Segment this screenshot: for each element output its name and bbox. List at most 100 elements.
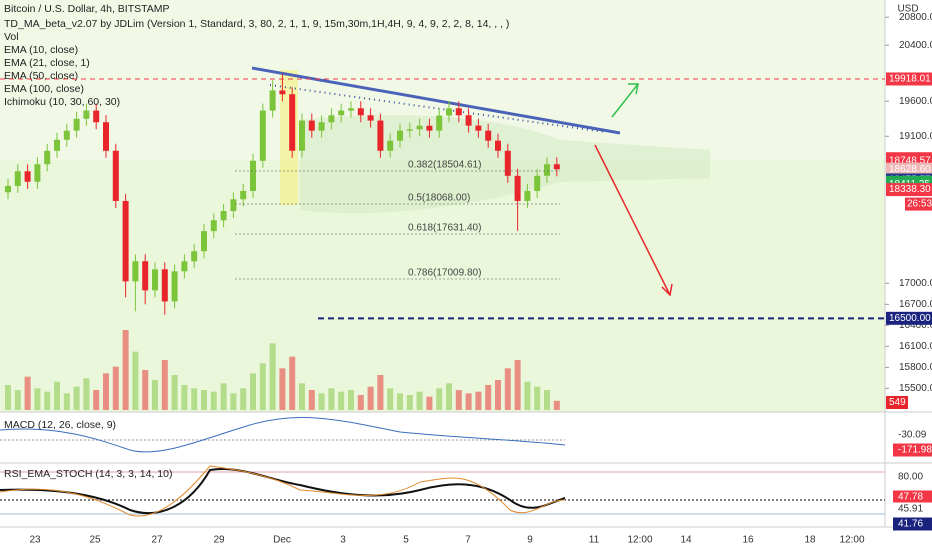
price-label: 18748.57 (889, 156, 931, 167)
candle-body (103, 122, 109, 151)
candle-body (553, 164, 560, 170)
candle-body (63, 130, 70, 140)
volume-bar (524, 381, 531, 410)
macd-line (0, 416, 566, 453)
candle-body (495, 140, 501, 151)
candle-body (338, 110, 345, 116)
candle-body (240, 190, 247, 200)
rsi-label-bg (893, 490, 932, 504)
candle-body (387, 140, 394, 151)
candle-body (289, 94, 296, 151)
volume-bar (34, 388, 41, 410)
countdown: 26:53 (907, 199, 932, 210)
volume-bar (103, 373, 109, 410)
candle-body (397, 130, 403, 141)
y-tick-label: 17000.00 (899, 278, 932, 289)
y-tick-label: 19100.00 (899, 131, 932, 142)
candle-body (161, 269, 168, 302)
legend-line: EMA (21, close, 1) (4, 57, 90, 69)
candle-body (73, 118, 80, 131)
arrow-up (611, 83, 639, 118)
price-label-bg (886, 311, 932, 325)
volume-bar (210, 391, 217, 410)
y-tick-label: 20800.00 (899, 12, 932, 23)
volume-bar (181, 385, 188, 410)
price-label: 16500.00 (889, 313, 931, 324)
volume-bar (514, 360, 521, 410)
candle-body (299, 120, 305, 151)
legend-line: Ichimoku (10, 30, 60, 30) (4, 96, 120, 108)
x-tick-label: 11 (589, 535, 600, 546)
rsi-label: 41.76 (898, 519, 923, 530)
legend-line: Vol (4, 31, 19, 43)
volume-bar (289, 356, 296, 410)
price-label-bg (886, 183, 932, 197)
currency: USD (897, 4, 918, 15)
macd-label-bg (893, 428, 932, 442)
y-tick-label: 19600.00 (899, 96, 932, 107)
volume-bar (544, 390, 550, 410)
volume-bar (259, 363, 266, 410)
volume-bar (54, 381, 60, 410)
price-label: 19918.01 (889, 74, 931, 85)
volume-bar (308, 390, 315, 410)
volume-bar (299, 383, 305, 410)
candle-body (54, 139, 60, 151)
x-tick-label: 27 (151, 535, 163, 546)
legend-line: EMA (50, close) (4, 70, 78, 82)
volume-bar (485, 385, 492, 410)
candle-body (220, 211, 227, 221)
candle-body (357, 108, 364, 116)
legend: Bitcoin / U.S. Dollar, 4h, BITSTAMP TD_MA… (4, 3, 509, 480)
y-tick-label: 16700.00 (899, 299, 932, 310)
candle-body (328, 115, 335, 123)
x-tick-label: 9 (527, 535, 533, 546)
candle-body (524, 190, 531, 201)
rsi-label-bg (893, 517, 932, 531)
volume-bar (83, 378, 90, 410)
rsi-label-bg (893, 502, 932, 516)
volume-bar (279, 368, 286, 410)
candle-body (514, 175, 521, 201)
candle-body (83, 110, 90, 119)
y-tick-label: 15500.00 (899, 383, 932, 394)
volume-label: 549 (889, 397, 906, 408)
macd-label-bg (893, 443, 932, 457)
macd-label: -30.09 (898, 430, 927, 441)
legend-line: EMA (10, close) (4, 44, 78, 56)
volume-bar (191, 388, 198, 410)
candle-body (142, 261, 149, 291)
candle-body (534, 175, 541, 191)
candle-body (455, 108, 462, 116)
y-tick-label: 16400.00 (899, 320, 932, 331)
volume-bar (122, 330, 129, 410)
volume-bar (240, 388, 247, 410)
volume-bar (318, 393, 325, 410)
y-tick-label: 15800.00 (899, 362, 932, 373)
candle-body (279, 90, 286, 95)
volume-bar (416, 391, 423, 410)
fib-label: 0.618(17631.40) (408, 223, 481, 234)
candle-body (504, 150, 511, 176)
candle-body (367, 115, 374, 121)
rsi-line (0, 468, 566, 515)
volume-bar (387, 388, 394, 410)
volume-bar (220, 383, 227, 410)
volume-bar (436, 388, 443, 410)
candle-body (377, 120, 384, 151)
macd-title: MACD (12, 26, close, 9) (4, 419, 116, 431)
candle-body (191, 251, 198, 262)
volume-bar (250, 373, 256, 410)
candle-body (485, 130, 492, 141)
rsi-title: RSI_EMA_STOCH (14, 3, 3, 14, 10) (4, 468, 172, 480)
candle-body (181, 261, 188, 272)
volume-bar (534, 386, 541, 410)
volume-bar (132, 351, 139, 410)
x-tick-label: 7 (465, 535, 471, 546)
legend-title: Bitcoin / U.S. Dollar, 4h, BITSTAMP (4, 3, 170, 15)
volume-bar (201, 390, 207, 410)
x-tick-label: 14 (680, 535, 692, 546)
candle-body (122, 200, 129, 282)
candle-body (426, 125, 433, 131)
